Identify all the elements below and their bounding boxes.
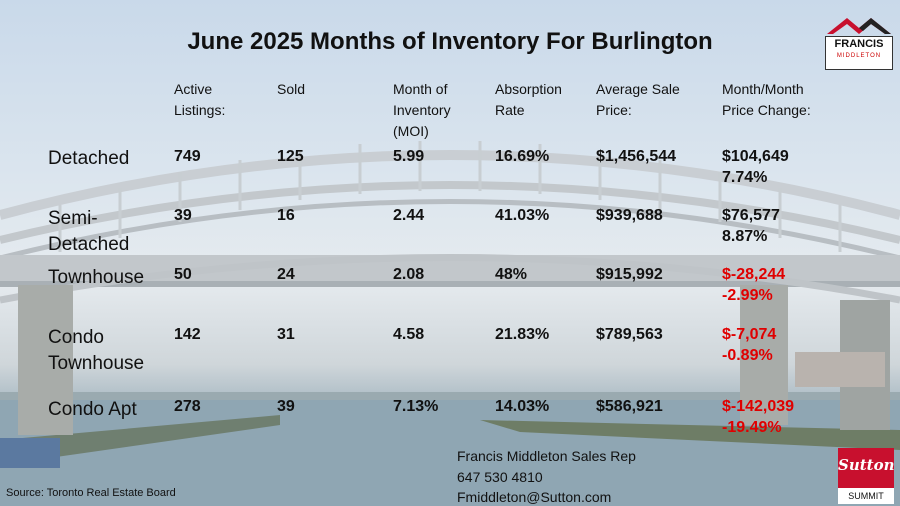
logo-box [825,36,893,70]
cell-sold: 125 [277,148,304,165]
cell-active: 39 [174,207,192,224]
header-moi: Month of Inventory (MOI) [393,81,451,139]
contact-name: Francis Middleton Sales Rep [457,448,636,464]
cell-moi: 4.58 [393,326,425,343]
cell-absorption: 16.69% [495,148,550,165]
cell-price-change: $76,577 8.87% [722,207,780,245]
sutton-logo-name: Sutton [838,456,895,474]
cell-sold: 16 [277,207,295,224]
contact-block: Francis Middleton Sales Rep 647 530 4810… [457,446,636,506]
cell-active: 278 [174,398,201,415]
logo-name: FRANCIS [834,38,884,50]
cell-absorption: 14.03% [495,398,550,415]
cell-price-change: $-28,244 -2.99% [722,266,786,304]
cell-moi: 7.13% [393,398,439,415]
cell-sold: 39 [277,398,295,415]
header-absorption-rate: Absorption Rate [495,81,562,118]
page-title: June 2025 Months of Inventory For Burlin… [187,28,713,55]
row-label-townhouse: Townhouse [48,267,145,288]
header-price-change: Month/Month Price Change: [722,81,811,118]
cell-price-change: $-142,039 -19.49% [722,398,795,436]
cell-sold: 31 [277,326,295,343]
cell-active: 50 [174,266,192,283]
row-label-condo-apt: Condo Apt [48,399,137,420]
francis-middleton-logo: FRANCIS MIDDLETON [825,14,893,70]
header-sold: Sold [277,81,306,97]
cell-avg-price: $939,688 [596,207,663,224]
house-roof-icon [827,18,891,34]
cell-moi: 5.99 [393,148,425,165]
cell-absorption: 21.83% [495,326,550,343]
cell-avg-price: $915,992 [596,266,663,283]
row-label-detached: Detached [48,148,130,169]
row-label-semi-detached: Semi- Detached [48,208,130,255]
header-average-sale-price: Average Sale Price: [596,81,680,118]
cell-moi: 2.44 [393,207,425,224]
sutton-logo-sub: SUMMIT [838,488,894,504]
cell-active: 749 [174,148,201,165]
sutton-logo: Sutton SUMMIT [838,448,895,504]
cell-absorption: 48% [495,266,528,283]
source-note: Source: Toronto Real Estate Board [6,487,176,499]
cell-avg-price: $789,563 [596,326,663,343]
contact-email[interactable]: Fmiddleton@Sutton.com [457,489,612,505]
contact-phone: 647 530 4810 [457,468,543,485]
cell-avg-price: $1,456,544 [596,148,677,165]
cell-price-change: $104,649 7.74% [722,148,789,186]
cell-active: 142 [174,326,201,343]
logo-sub: MIDDLETON [836,53,882,59]
cell-sold: 24 [277,266,295,283]
cell-absorption: 41.03% [495,207,550,224]
header-active-listings: Active Listings: [174,81,226,118]
cell-moi: 2.08 [393,266,425,283]
cell-avg-price: $586,921 [596,398,663,415]
row-label-condo-townhouse: Condo Townhouse [48,327,145,374]
cell-price-change: $-7,074 -0.89% [722,326,777,364]
